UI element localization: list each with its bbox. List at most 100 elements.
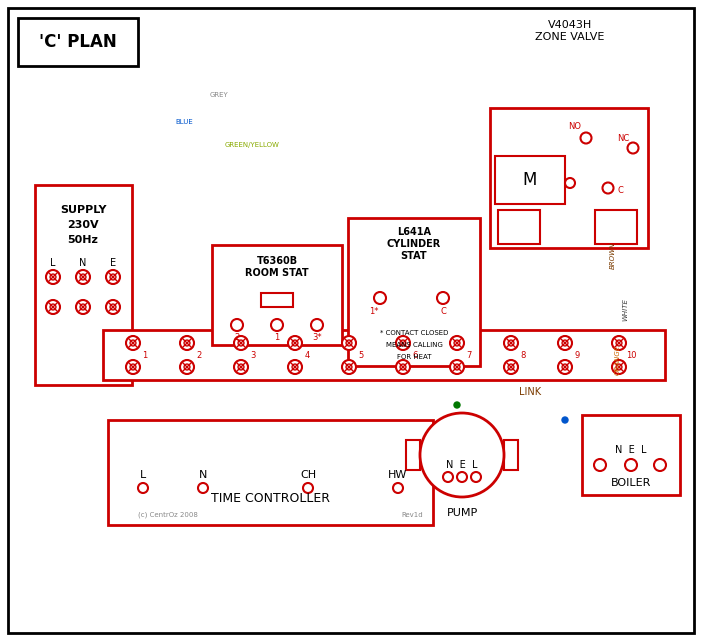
Text: BOILER: BOILER (611, 478, 651, 488)
Circle shape (612, 360, 626, 374)
Text: FOR HEAT: FOR HEAT (397, 354, 431, 360)
Text: NC: NC (617, 133, 629, 142)
Circle shape (238, 340, 244, 346)
Text: L: L (51, 258, 55, 268)
Text: N  E  L: N E L (446, 460, 478, 470)
Circle shape (126, 336, 140, 350)
Text: GREY: GREY (210, 92, 229, 98)
Bar (108, 420, 433, 525)
Circle shape (374, 292, 386, 304)
Text: 9: 9 (574, 351, 580, 360)
Circle shape (50, 274, 56, 280)
Circle shape (504, 336, 518, 350)
Circle shape (454, 364, 460, 370)
Circle shape (231, 319, 243, 331)
Circle shape (454, 340, 460, 346)
Text: 230V: 230V (67, 220, 99, 230)
Text: CYLINDER: CYLINDER (387, 239, 441, 249)
Circle shape (346, 364, 352, 370)
Bar (103, 330, 665, 380)
Circle shape (238, 364, 244, 370)
Circle shape (288, 360, 302, 374)
Text: PUMP: PUMP (446, 508, 477, 518)
Text: N  E  L: N E L (615, 445, 647, 455)
Bar (35, 185, 132, 385)
Text: 5: 5 (359, 351, 364, 360)
Bar (348, 218, 480, 366)
Circle shape (234, 360, 248, 374)
Circle shape (288, 336, 302, 350)
Circle shape (508, 364, 514, 370)
Text: HW: HW (388, 470, 408, 480)
Circle shape (616, 340, 622, 346)
Text: 6: 6 (412, 351, 418, 360)
Text: ROOM STAT: ROOM STAT (245, 268, 309, 278)
Circle shape (130, 364, 136, 370)
Text: TIME CONTROLLER: TIME CONTROLLER (211, 492, 329, 504)
Text: 1*: 1* (369, 306, 379, 315)
Text: C: C (440, 306, 446, 315)
Text: 1: 1 (274, 333, 279, 342)
Circle shape (508, 340, 514, 346)
Circle shape (562, 364, 568, 370)
Circle shape (594, 459, 606, 471)
Text: 1: 1 (143, 351, 147, 360)
Text: T6360B: T6360B (256, 256, 298, 266)
Text: 4: 4 (305, 351, 310, 360)
Circle shape (454, 402, 460, 408)
Circle shape (106, 270, 120, 284)
Circle shape (46, 300, 60, 314)
Circle shape (198, 483, 208, 493)
Circle shape (342, 336, 356, 350)
Circle shape (562, 340, 568, 346)
Text: N: N (199, 470, 207, 480)
Circle shape (50, 304, 56, 310)
Circle shape (581, 133, 592, 144)
Circle shape (471, 472, 481, 482)
Bar (495, 156, 565, 204)
Circle shape (625, 459, 637, 471)
Circle shape (76, 270, 90, 284)
Bar (406, 440, 420, 470)
Circle shape (396, 336, 410, 350)
Circle shape (106, 300, 120, 314)
Circle shape (184, 364, 190, 370)
Circle shape (565, 178, 575, 188)
Text: E: E (110, 258, 116, 268)
Bar (582, 415, 680, 495)
Circle shape (130, 340, 136, 346)
Circle shape (80, 274, 86, 280)
Circle shape (292, 340, 298, 346)
Circle shape (602, 183, 614, 194)
Circle shape (558, 336, 572, 350)
Circle shape (437, 292, 449, 304)
Circle shape (450, 336, 464, 350)
Text: GREEN/YELLOW: GREEN/YELLOW (225, 142, 280, 148)
Circle shape (457, 472, 467, 482)
Circle shape (292, 364, 298, 370)
Circle shape (562, 417, 568, 423)
Circle shape (46, 270, 60, 284)
Bar (261, 293, 293, 307)
Circle shape (393, 483, 403, 493)
Text: ORANGE: ORANGE (615, 345, 621, 375)
Circle shape (400, 364, 406, 370)
Text: NO: NO (569, 122, 581, 131)
Circle shape (443, 472, 453, 482)
Circle shape (558, 360, 572, 374)
Circle shape (110, 304, 116, 310)
Circle shape (612, 336, 626, 350)
Circle shape (180, 360, 194, 374)
Text: Rev1d: Rev1d (402, 512, 423, 518)
Text: 2: 2 (234, 333, 239, 342)
Text: 3: 3 (251, 351, 256, 360)
Text: SUPPLY: SUPPLY (60, 205, 106, 215)
Circle shape (420, 413, 504, 497)
Text: BLUE: BLUE (175, 119, 193, 125)
Bar (212, 245, 342, 345)
Circle shape (400, 340, 406, 346)
Text: 2: 2 (197, 351, 201, 360)
Circle shape (271, 319, 283, 331)
Text: CH: CH (300, 470, 316, 480)
Text: 'C' PLAN: 'C' PLAN (39, 33, 117, 51)
